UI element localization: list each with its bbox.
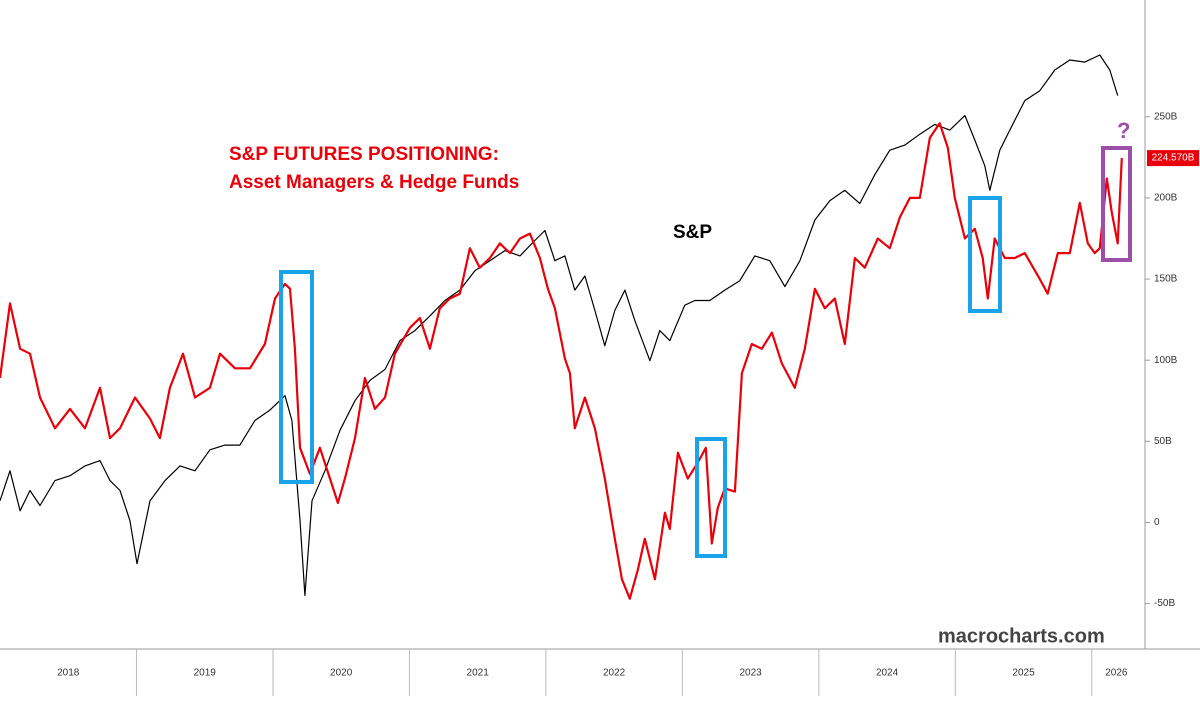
y-tick-label: 150B (1154, 274, 1178, 285)
x-tick-label: 2022 (603, 668, 626, 679)
highlight-box (279, 270, 314, 484)
x-tick-label: 2026 (1105, 668, 1128, 679)
y-tick-label: 250B (1154, 111, 1178, 122)
x-tick-label: 2019 (194, 668, 217, 679)
y-tick-label: -50B (1154, 598, 1175, 609)
y-tick-label: 50B (1154, 436, 1172, 447)
y-tick-label: 200B (1154, 193, 1178, 204)
x-tick-label: 2025 (1012, 668, 1035, 679)
series-line (0, 54, 1119, 597)
last-value-box (1147, 150, 1199, 167)
chart-subtitle: Asset Managers & Hedge Funds (229, 172, 519, 193)
y-tick-label: 0 (1154, 517, 1160, 528)
annotation: ? (1117, 118, 1130, 143)
chart-title: S&P FUTURES POSITIONING: (229, 144, 499, 165)
source: macrocharts.com (938, 625, 1105, 647)
last-value-label: 224.570B (1152, 153, 1195, 164)
annotation: S&P (673, 222, 712, 243)
series-line (0, 122, 1123, 600)
x-tick-label: 2020 (330, 668, 353, 679)
highlight-box (1101, 146, 1132, 262)
highlight-box (695, 437, 727, 558)
x-tick-label: 2024 (876, 668, 899, 679)
plot-area (0, 54, 1123, 600)
highlight-box (968, 196, 1002, 313)
y-tick-label: 100B (1154, 355, 1178, 366)
x-tick-label: 2023 (739, 668, 762, 679)
x-tick-label: 2021 (467, 668, 490, 679)
x-tick-label: 2018 (57, 668, 80, 679)
